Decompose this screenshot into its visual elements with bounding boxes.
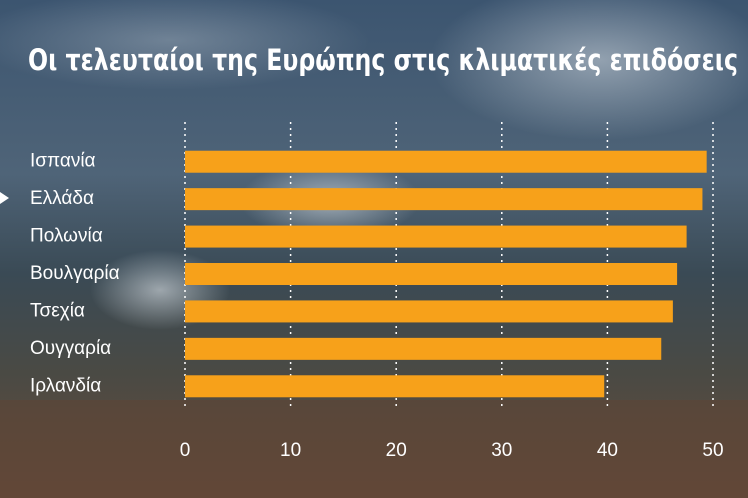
cloud [0, 0, 370, 90]
bar [185, 188, 703, 211]
chart-title: Οι τελευταίοι της Ευρώπης στις κλιματικέ… [28, 43, 738, 77]
cloud [430, 0, 748, 140]
bar [185, 225, 687, 248]
y-tick-label: Ισπανία [30, 151, 96, 172]
x-tick-label: 30 [491, 440, 512, 461]
bar [185, 375, 605, 398]
y-tick-label: Ελλάδα [30, 188, 94, 209]
x-tick-label: 10 [280, 440, 301, 461]
y-tick-label: Τσεχία [30, 300, 85, 321]
x-tick-label: 50 [702, 440, 723, 461]
x-tick-label: 40 [597, 440, 618, 461]
y-tick-label: Ιρλανδία [30, 375, 101, 396]
x-tick-label: 0 [180, 440, 191, 461]
bar [185, 300, 673, 323]
y-tick-label: Βουλγαρία [30, 263, 120, 284]
bar [185, 337, 662, 360]
highlight-arrow [0, 192, 9, 204]
ground [0, 400, 748, 498]
bar [185, 150, 707, 173]
y-tick-label: Ουγγαρία [30, 338, 111, 359]
x-tick-label: 20 [386, 440, 407, 461]
bar [185, 263, 678, 285]
y-tick-label: Πολωνία [30, 226, 103, 247]
